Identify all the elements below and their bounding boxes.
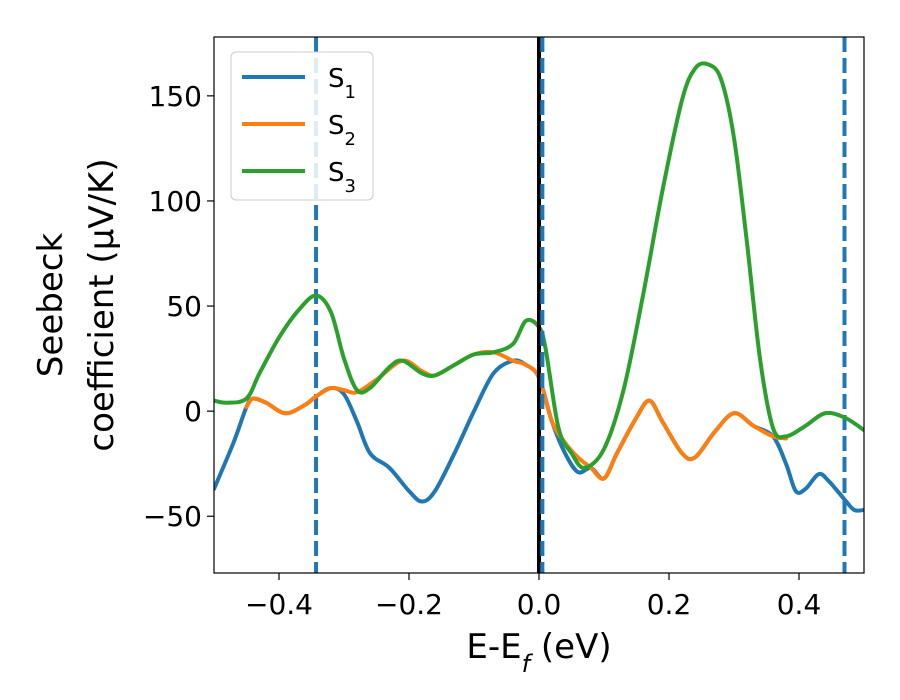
x-tick-label: 0.4 [777,588,822,621]
legend-label-s2: S2 [328,111,356,150]
y-axis-title-line1: Seebeck [31,233,71,378]
series-line-s2 [244,349,788,481]
reference-lines [314,37,847,573]
x-tick-label: −0.2 [375,588,443,621]
series-line-s3 [214,61,864,470]
y-axis: −50 0 50 100 150 [143,80,214,533]
x-axis: −0.4 −0.2 0.0 0.2 0.4 [245,573,821,621]
x-tick-label: −0.4 [245,588,313,621]
y-tick-label: 100 [149,185,202,218]
plot-area [213,36,865,574]
x-axis-title: E-Ef (eV) [466,627,611,678]
legend: S1 S2 S3 [230,51,374,201]
legend-label-s3: S3 [328,158,356,197]
y-tick-label: 150 [149,80,202,113]
y-axis-title-line2: coefficient (μV/K) [82,158,122,451]
y-tick-label: 0 [184,395,202,428]
x-tick-label: 0.2 [647,588,692,621]
legend-label-s1: S1 [328,64,356,103]
x-tick-label: 0.0 [517,588,562,621]
y-tick-label: −50 [143,500,202,533]
y-tick-label: 50 [166,290,202,323]
x-axis-title-rest: (eV) [530,627,612,667]
series-layer [214,37,864,573]
x-axis-title-base: E-E [466,627,521,667]
